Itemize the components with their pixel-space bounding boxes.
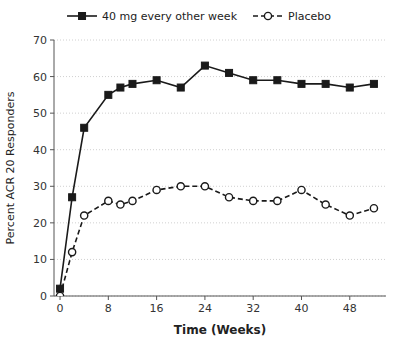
y-tick-label: 50 [33,107,47,120]
series-marker [250,77,257,84]
series-marker [298,80,305,87]
legend-label: 40 mg every other week [102,10,238,23]
series-marker [201,62,208,69]
series-marker [322,201,329,208]
chart: 0 8 16 24 32 40 48 0 10 20 30 40 50 60 70 Time (Weeks) P… [0,0,398,344]
x-tick [204,296,205,300]
series-marker [177,84,184,91]
x-tick-label: 40 [294,302,308,315]
x-tick-label: 0 [57,302,64,315]
series-marker [346,212,353,219]
x-axis-label: Time (Weeks) [174,323,266,337]
x-tick [108,296,109,300]
grid [54,40,386,296]
legend: 40 mg every other week Placebo [67,10,331,23]
y-tick-label: 10 [33,253,47,266]
y-axis-label: Percent ACR 20 Responders [4,91,17,244]
x-tick [301,296,302,300]
y-tick-label: 0 [40,290,47,303]
series-marker [153,77,160,84]
legend-marker [79,13,86,20]
y-tick-label: 60 [33,71,47,84]
grid-line [54,296,386,297]
series-marker [177,183,184,190]
grid-line [54,76,386,77]
series-marker [274,77,281,84]
series-marker [129,197,136,204]
series-marker [105,91,112,98]
series-marker [105,197,112,204]
x-tick-label: 32 [246,302,260,315]
x-tick-label: 8 [105,302,112,315]
y-tick-label: 70 [33,34,47,47]
grid-line [54,149,386,150]
series-marker [69,194,76,201]
series-marker [370,205,377,212]
series-marker [298,186,305,193]
series-marker [201,183,208,190]
series-marker [69,249,76,256]
x-tick-label: 48 [343,302,357,315]
y-tick [50,113,54,114]
x-tick [156,296,157,300]
series-marker [117,84,124,91]
x-tick-label: 24 [198,302,212,315]
grid-line [54,186,386,187]
legend-marker [264,12,271,19]
series-line [60,186,374,296]
series-marker [225,194,232,201]
y-tick-label: 20 [33,217,47,230]
y-tick [50,259,54,260]
series-marker [322,80,329,87]
series-marker [129,80,136,87]
series-marker [226,69,233,76]
series-marker [250,197,257,204]
legend-item: 40 mg every other week [67,10,238,23]
legend-item: Placebo [253,10,331,23]
grid-line [54,40,386,41]
series-marker [346,84,353,91]
x-tick-label: 16 [150,302,164,315]
x-tick [60,296,61,300]
series-marker [57,285,64,292]
series-marker [81,212,88,219]
grid-line [54,259,386,260]
series-marker [117,201,124,208]
legend-label: Placebo [288,10,331,23]
y-tick [50,296,54,297]
y-tick-label: 30 [33,180,47,193]
x-tick [349,296,350,300]
y-tick [50,76,54,77]
y-tick-label: 40 [33,144,47,157]
y-tick [50,40,54,41]
y-tick [50,186,54,187]
y-tick [50,222,54,223]
series-marker [274,197,281,204]
series-marker [153,186,160,193]
x-axis-line [54,296,386,297]
y-axis-line [54,40,55,296]
series-marker [56,292,63,296]
plot-area [56,62,377,296]
grid-line [54,222,386,223]
series-line [60,66,374,289]
grid-line [54,113,386,114]
x-tick [253,296,254,300]
y-tick [50,149,54,150]
series-marker [81,124,88,131]
series-marker [370,80,377,87]
